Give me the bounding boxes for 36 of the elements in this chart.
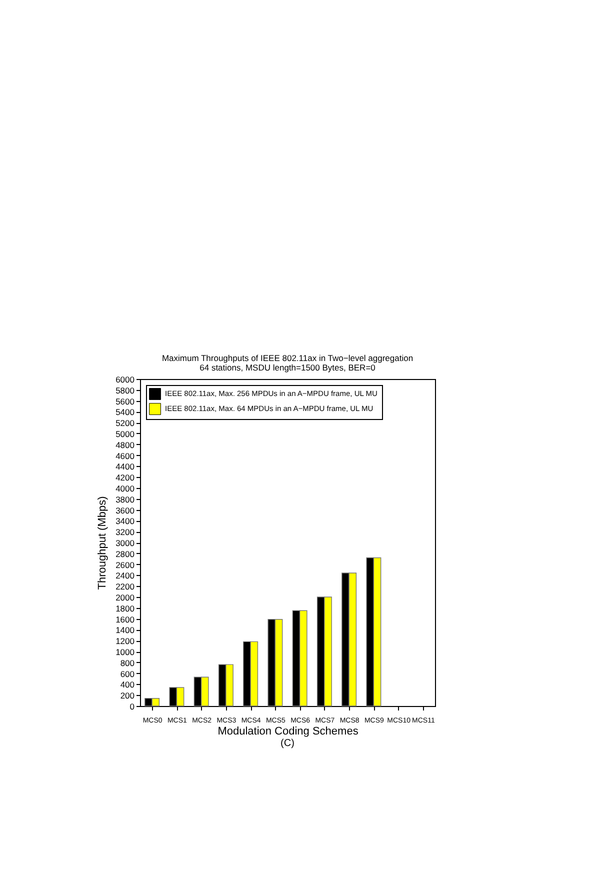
y-tick-label: 2400 [116, 570, 135, 581]
y-tick-label: 2200 [116, 582, 135, 592]
y-tick-label: 800 [120, 658, 135, 668]
y-tick-label: 200 [120, 690, 135, 701]
y-tick-label: 2600 [116, 560, 135, 570]
y-tick-label: 1800 [116, 603, 135, 614]
y-tick-label: 5400 [116, 407, 135, 418]
y-tick-label: 5000 [116, 429, 135, 439]
chart-subtitle: 64 stations, MSDU length=1500 Bytes, BER=0 [200, 362, 376, 372]
x-axis-title: Modulation Coding Schemes [218, 726, 359, 738]
y-tick-label: 2800 [116, 548, 135, 559]
y-tick-label: 3800 [116, 494, 135, 504]
y-tick-label: 600 [120, 668, 135, 679]
y-tick-label: 0 [130, 702, 135, 712]
y-tick-label: 1400 [116, 625, 135, 636]
y-tick-label: 5600 [116, 396, 135, 406]
y-tick-label: 1000 [116, 647, 135, 657]
y-tick-label: 1600 [116, 614, 135, 624]
y-tick-label: 6000 [116, 374, 135, 384]
y-axis-title: Throughput (Mbps) [96, 496, 109, 590]
y-tick-label: 2000 [116, 592, 135, 602]
y-tick-label: 4600 [116, 450, 135, 461]
y-tick-label: 3600 [116, 505, 135, 516]
chart-title: Maximum Throughputs of IEEE 802.11ax in Two−level aggregation [162, 353, 414, 363]
y-tick-label: 3200 [116, 527, 135, 538]
y-tick-label: 4400 [116, 462, 135, 472]
y-tick-label: 4000 [116, 484, 135, 494]
y-tick-label: 4200 [116, 472, 135, 483]
y-tick-label: 5200 [116, 418, 135, 428]
y-tick-label: 5800 [116, 385, 135, 396]
text: (C) [280, 738, 296, 749]
y-tick-label: 400 [120, 680, 135, 690]
y-tick-label: 1200 [116, 636, 135, 646]
y-tick-label: 3400 [116, 516, 135, 526]
y-tick-label: 3000 [116, 538, 135, 548]
y-tick-label: 4800 [116, 440, 135, 450]
